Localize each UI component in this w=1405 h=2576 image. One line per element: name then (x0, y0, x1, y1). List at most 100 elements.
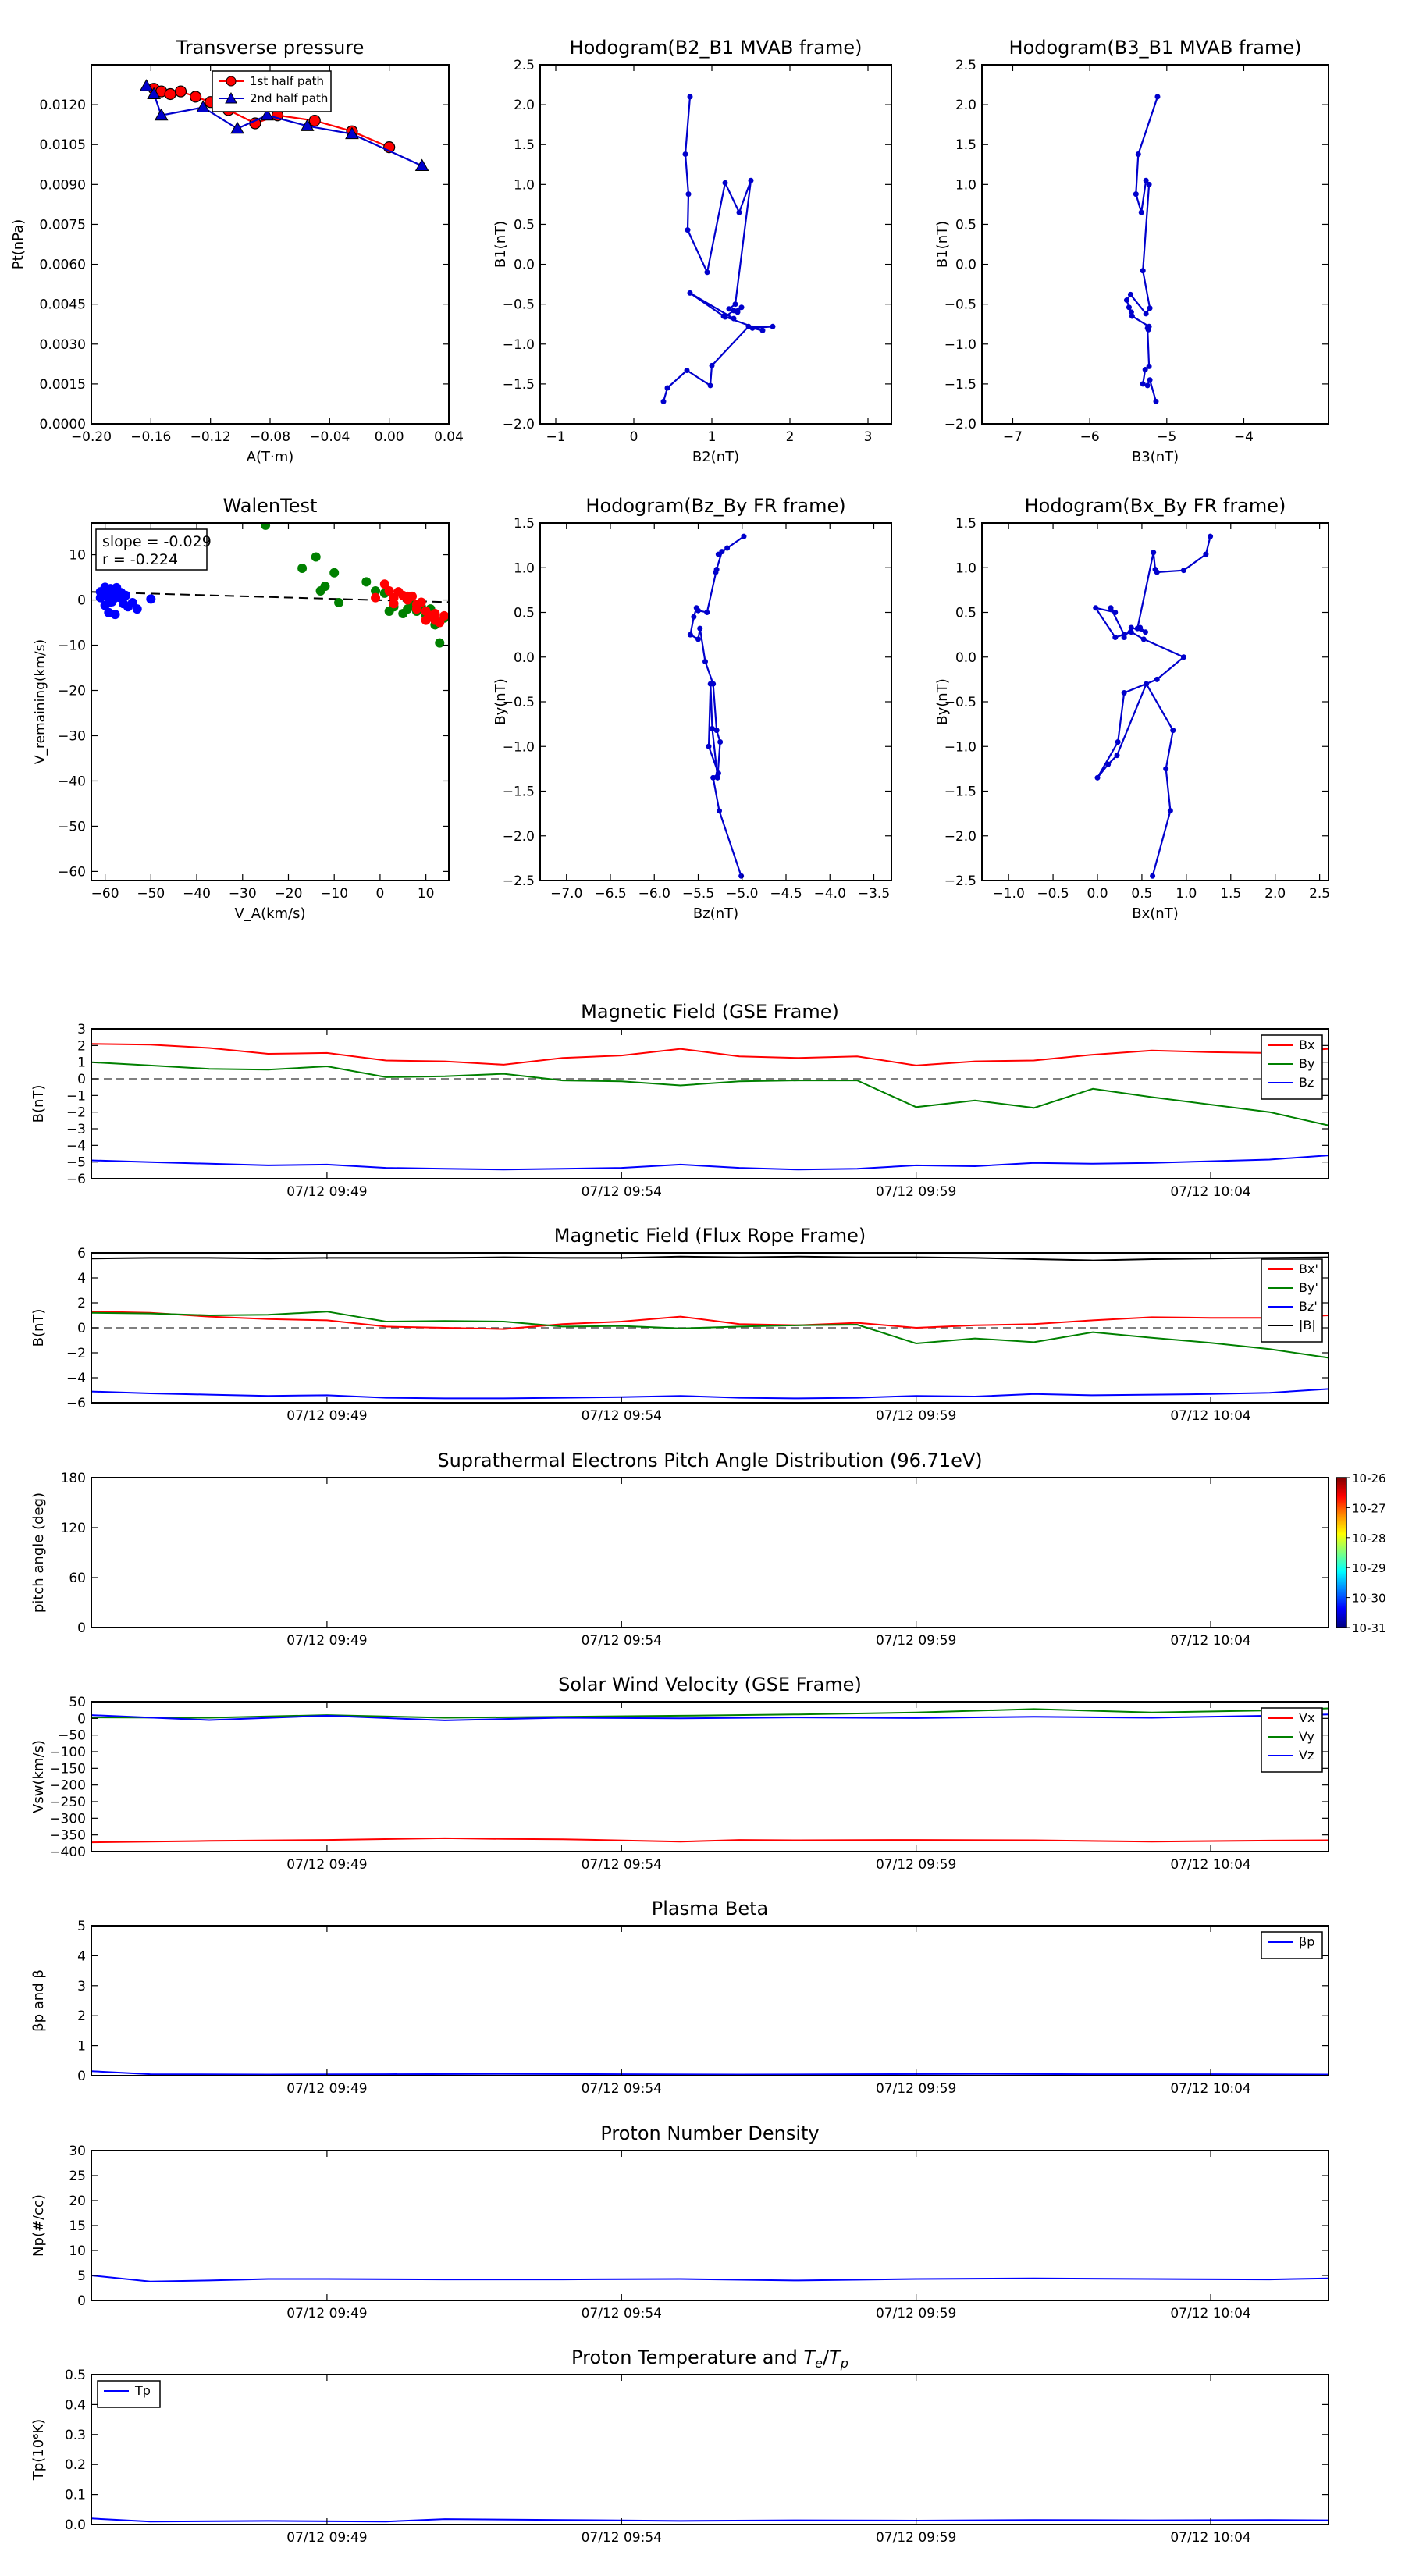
y-tick-label: 0.5 (955, 606, 976, 621)
series-line (91, 1043, 1329, 1066)
y-axis-label: Vsw(km/s) (30, 1740, 47, 1813)
y-tick-label: 1.5 (514, 137, 535, 153)
series-0 (1123, 94, 1161, 404)
x-tick-label: −0.04 (309, 429, 350, 445)
series-line (91, 2070, 1329, 2076)
data-point (1129, 313, 1135, 319)
x-axis-label: Bz(nT) (693, 906, 738, 922)
data-point (1144, 325, 1151, 331)
data-point (297, 563, 308, 573)
y-tick-label: 5 (77, 2268, 86, 2284)
x-tick-label: 0.04 (434, 429, 464, 445)
data-point (121, 590, 131, 600)
colorbar-label: 10-30 (1352, 1592, 1386, 1606)
panel-beta: Plasma Beta 07/12 09:49 07/12 09:54 07/12 0… (30, 1898, 1329, 2097)
annotation-box (95, 528, 208, 571)
title-part: T (804, 2347, 817, 2368)
data-point (1151, 550, 1157, 556)
x-tick-label: 07/12 09:59 (876, 1633, 956, 1649)
data-point (230, 121, 244, 134)
y-tick-label: 0.5 (514, 606, 535, 621)
data-point (1140, 381, 1146, 387)
y-tick-label: 3 (77, 1979, 86, 1994)
y-tick-label: −2.0 (944, 417, 976, 432)
data-point (1140, 636, 1147, 642)
y-axis-label: pitch angle (deg) (30, 1493, 47, 1613)
data-point (738, 304, 745, 311)
y-tick-label: 0.0045 (40, 297, 86, 313)
data-point (439, 610, 449, 621)
y-tick-label: 1.0 (514, 177, 535, 193)
y-tick-label: 0.1 (65, 2488, 86, 2503)
legend-label: 1st half path (250, 74, 324, 88)
y-tick-label: 15 (69, 2218, 86, 2234)
data-point (1128, 629, 1134, 635)
data-point (1142, 366, 1148, 372)
y-axis-label: By(nT) (493, 678, 509, 724)
x-tick-label: 0.5 (1131, 886, 1152, 902)
x-tick-label: −4.5 (770, 886, 802, 902)
y-tick-label: −40 (58, 774, 86, 789)
series-line (1126, 96, 1159, 402)
y-tick-label: −2 (66, 1105, 86, 1121)
x-tick-label: 07/12 09:49 (286, 1408, 367, 1424)
y-tick-label: 0.0030 (40, 337, 86, 353)
series-line (91, 2275, 1329, 2282)
title-part: T (829, 2347, 842, 2368)
y-tick-label: 0.0060 (40, 258, 86, 273)
data-point (748, 177, 754, 183)
y-tick-label: −5 (66, 1155, 86, 1171)
legend-label: Bz (1299, 1075, 1314, 1090)
y-tick-label: 0.0000 (40, 417, 86, 432)
y-tick-label: 3 (77, 1022, 86, 1037)
series-0 (91, 2275, 1329, 2282)
data-point (1154, 676, 1160, 682)
data-point (660, 398, 667, 404)
y-tick-label: −4 (66, 1138, 86, 1154)
data-point (132, 604, 142, 614)
legend-label: Bx (1299, 1037, 1314, 1052)
series-0 (1093, 533, 1214, 879)
y-axis-label: βp and β (30, 1969, 47, 2032)
y-tick-label: −60 (58, 864, 86, 880)
x-tick-label: 1.0 (1176, 886, 1197, 902)
data-point (1115, 739, 1121, 745)
panel-transverse: Transverse pressure −0.20 −0.16 −0.12 −0.08 −… (10, 37, 464, 465)
series-Vx (91, 1837, 1329, 1844)
y-tick-label: −0.5 (944, 297, 976, 313)
data-point (745, 323, 752, 329)
title-part: e (815, 2356, 823, 2371)
y-tick-label: 0.0090 (40, 177, 86, 193)
y-tick-label: −400 (49, 1845, 86, 1860)
x-tick-label: −0.08 (250, 429, 290, 445)
axes-frame (91, 2374, 1329, 2525)
series-line (1094, 535, 1211, 877)
y-tick-label: 2 (77, 1038, 86, 1054)
y-tick-label: 0.0 (514, 650, 535, 666)
series-0 (95, 582, 156, 620)
data-point (1180, 654, 1186, 660)
legend-label: Vz (1299, 1748, 1314, 1763)
x-tick-label: 07/12 09:49 (286, 2081, 367, 2097)
x-tick-label: −6.5 (594, 886, 626, 902)
y-tick-label: 0 (77, 593, 86, 609)
x-tick-label: 07/12 09:54 (582, 2306, 662, 2322)
title-part: p (840, 2356, 848, 2371)
data-point (704, 269, 710, 276)
y-tick-label: −2.0 (944, 829, 976, 845)
y-tick-label: 50 (69, 1695, 86, 1710)
y-tick-label: 0.5 (955, 217, 976, 233)
series-line (91, 1255, 1329, 1261)
data-point (717, 808, 722, 814)
y-tick-label: 0.4 (65, 2397, 86, 2413)
y-tick-label: 20 (69, 2194, 86, 2209)
y-axis-label: B1(nT) (934, 221, 951, 268)
y-tick-label: 0 (77, 2069, 86, 2084)
y-tick-label: −1.0 (944, 739, 976, 755)
data-point (164, 87, 176, 101)
y-tick-label: 0.5 (514, 217, 535, 233)
data-point (732, 301, 738, 308)
x-tick-label: 07/12 09:54 (582, 2081, 662, 2097)
